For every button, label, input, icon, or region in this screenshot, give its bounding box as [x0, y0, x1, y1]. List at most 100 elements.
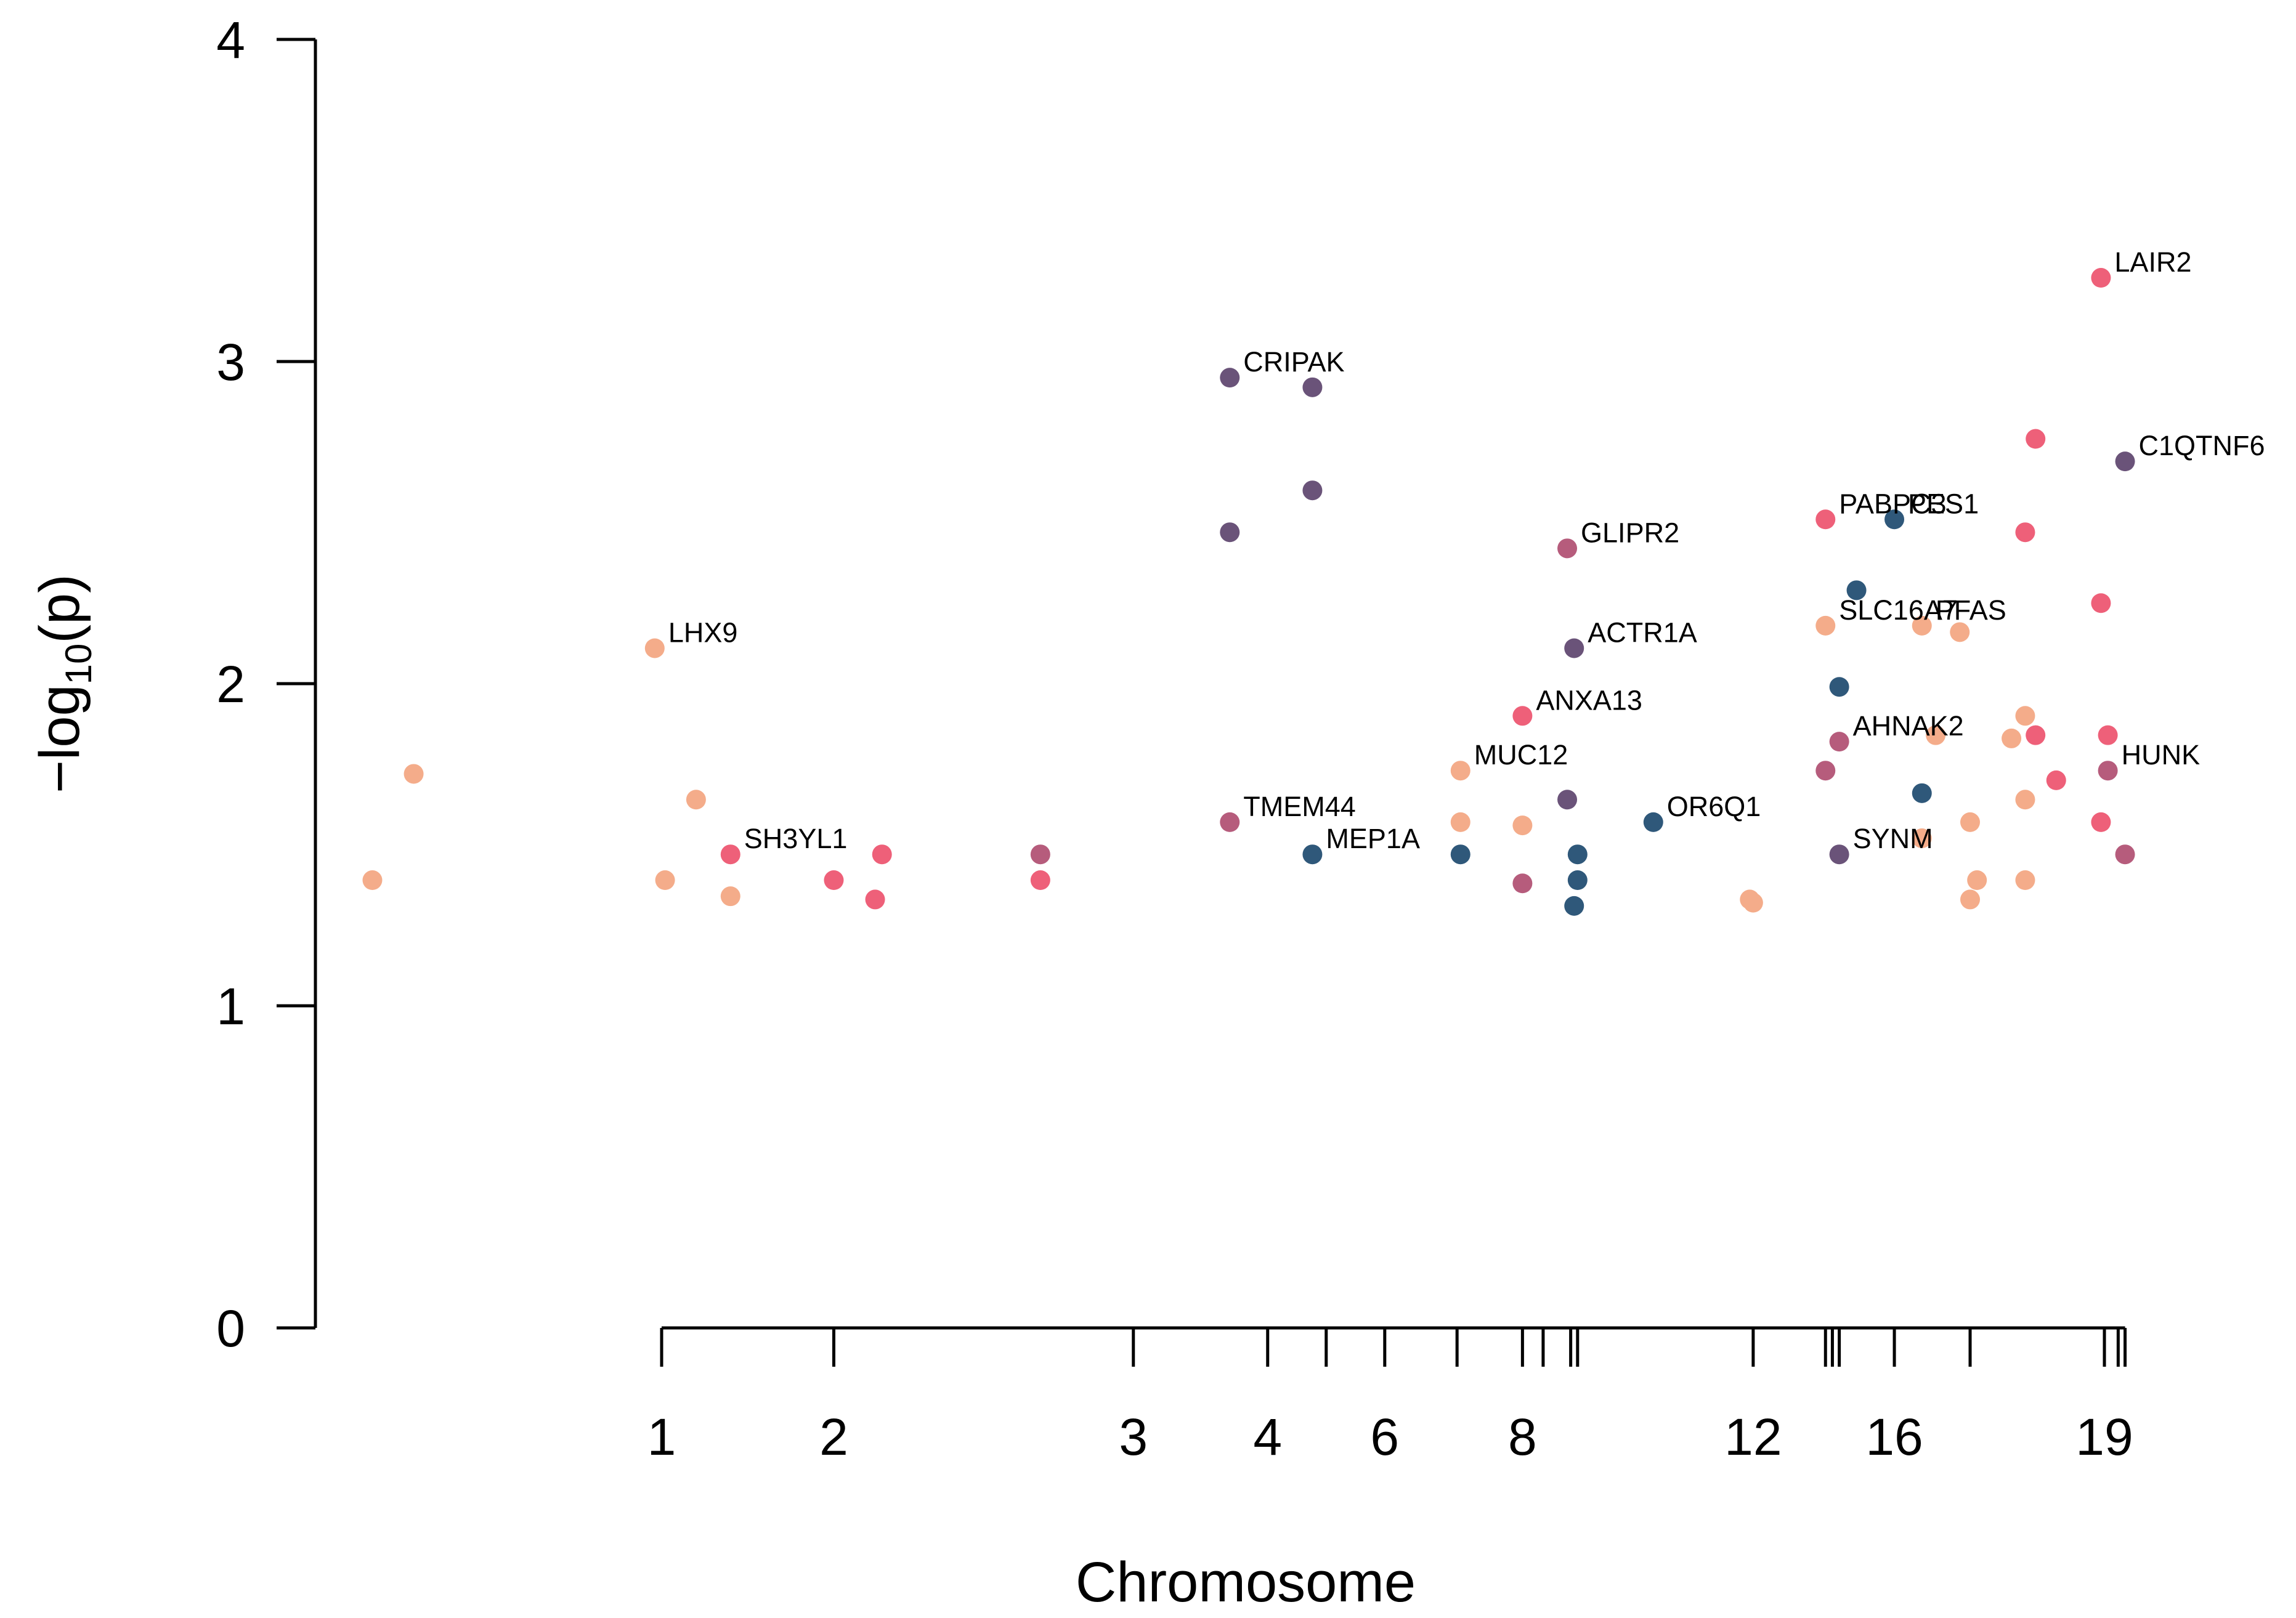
gene-label: CRIPAK — [1243, 346, 1344, 378]
x-tick-label: 2 — [819, 1408, 848, 1466]
y-axis-title: −log10(p) — [28, 574, 99, 793]
data-point — [1302, 844, 1323, 865]
data-point — [1960, 889, 1981, 910]
data-point — [2015, 522, 2035, 543]
gene-label: SLC16A7 — [1839, 594, 1958, 626]
data-point — [2046, 770, 2066, 790]
data-point — [1912, 828, 1932, 849]
x-tick-label: 1 — [647, 1408, 676, 1466]
gene-label: MUC12 — [1474, 739, 1568, 771]
data-point — [1557, 538, 1578, 559]
data-point — [1815, 509, 1836, 530]
y-axis-title-prefix: −log — [28, 684, 91, 793]
y-axis-title-suffix: (p) — [28, 574, 91, 643]
gene-label: TMEM44 — [1243, 791, 1356, 822]
y-tick-label: 2 — [216, 655, 245, 713]
data-point — [2015, 790, 2035, 810]
gene-label: LHX9 — [668, 617, 738, 648]
data-point — [1926, 725, 1946, 745]
data-point — [1960, 812, 1981, 832]
gene-label: OR6Q1 — [1667, 791, 1761, 822]
data-point — [1815, 761, 1836, 781]
data-point — [1557, 790, 1578, 810]
data-point — [1450, 812, 1470, 832]
data-point — [686, 790, 706, 810]
data-point — [1950, 622, 1970, 642]
data-point — [1815, 615, 1836, 636]
data-point — [1512, 706, 1533, 726]
data-point — [2015, 706, 2035, 726]
y-tick-label: 4 — [216, 11, 245, 69]
data-point — [720, 886, 740, 907]
data-point — [1743, 892, 1763, 913]
data-point — [2002, 728, 2022, 748]
data-point — [404, 764, 424, 784]
y-tick-label: 0 — [216, 1300, 245, 1357]
y-tick-label: 3 — [216, 333, 245, 391]
x-tick-label: 12 — [1724, 1408, 1782, 1466]
data-point — [1912, 783, 1932, 803]
gene-label: SYNM — [1853, 823, 1933, 854]
y-ticks: 0 1 2 3 4 — [216, 11, 315, 1357]
data-point — [1302, 377, 1323, 397]
data-point — [362, 870, 383, 891]
gene-label: GLIPR2 — [1581, 517, 1679, 548]
data-point — [655, 870, 675, 891]
x-tick-label: 19 — [2075, 1408, 2133, 1466]
data-point — [1912, 615, 1932, 636]
data-point — [2098, 761, 2118, 781]
x-tick-label: 8 — [1508, 1408, 1537, 1466]
y-axis: 0 1 2 3 4 — [216, 11, 317, 1357]
data-point — [2115, 451, 2135, 472]
data-point — [1512, 873, 1533, 894]
data-point — [1829, 677, 1849, 697]
data-point — [2115, 844, 2135, 865]
x-tick-label: 16 — [1865, 1408, 1923, 1466]
data-point — [1829, 732, 1849, 752]
gene-label: ACTR1A — [1588, 617, 1697, 648]
data-point — [1643, 812, 1663, 832]
gene-label: HUNK — [2122, 739, 2201, 771]
y-tick-label: 1 — [216, 977, 245, 1035]
gene-label: SH3YL1 — [744, 823, 848, 854]
x-ticks: 1 2 3 4 6 8 12 16 19 — [647, 1326, 2133, 1466]
gene-label: C1QTNF6 — [2139, 430, 2265, 461]
x-axis: 1 2 3 4 6 8 12 16 19 — [647, 1326, 2133, 1466]
gene-label: AHNAK2 — [1853, 710, 1964, 742]
gene-label: ANXA13 — [1536, 684, 1642, 716]
data-point — [1512, 815, 1533, 836]
gene-label: MEP1A — [1326, 823, 1420, 854]
x-tick-label: 4 — [1253, 1408, 1282, 1466]
data-point — [1567, 870, 1588, 891]
data-point — [2015, 870, 2035, 891]
y-axis-title-subscript: 10 — [58, 644, 99, 685]
data-point — [1564, 896, 1584, 916]
data-point — [1846, 580, 1867, 601]
data-point — [2091, 593, 2111, 613]
gene-label: PES1 — [1908, 488, 1979, 519]
data-point — [1884, 509, 1905, 530]
data-point — [1829, 844, 1849, 865]
data-point — [865, 889, 885, 910]
data-point — [1302, 480, 1323, 501]
x-tick-label: 3 — [1119, 1408, 1148, 1466]
data-point — [1220, 368, 1240, 388]
data-point — [872, 844, 892, 865]
gene-label: PABPC3 — [1839, 488, 1946, 519]
data-point — [1220, 522, 1240, 543]
data-point — [1450, 761, 1470, 781]
data-point — [1567, 844, 1588, 865]
data-point — [1967, 870, 1987, 891]
data-point — [824, 870, 844, 891]
data-point — [2026, 725, 2046, 745]
data-point — [1030, 870, 1050, 891]
data-point — [720, 844, 740, 865]
data-point — [1564, 638, 1584, 658]
gene-label: PFAS — [1936, 594, 2006, 626]
data-points — [362, 268, 2135, 916]
data-point — [1030, 844, 1050, 865]
data-point — [2026, 429, 2046, 449]
data-point — [1450, 844, 1470, 865]
